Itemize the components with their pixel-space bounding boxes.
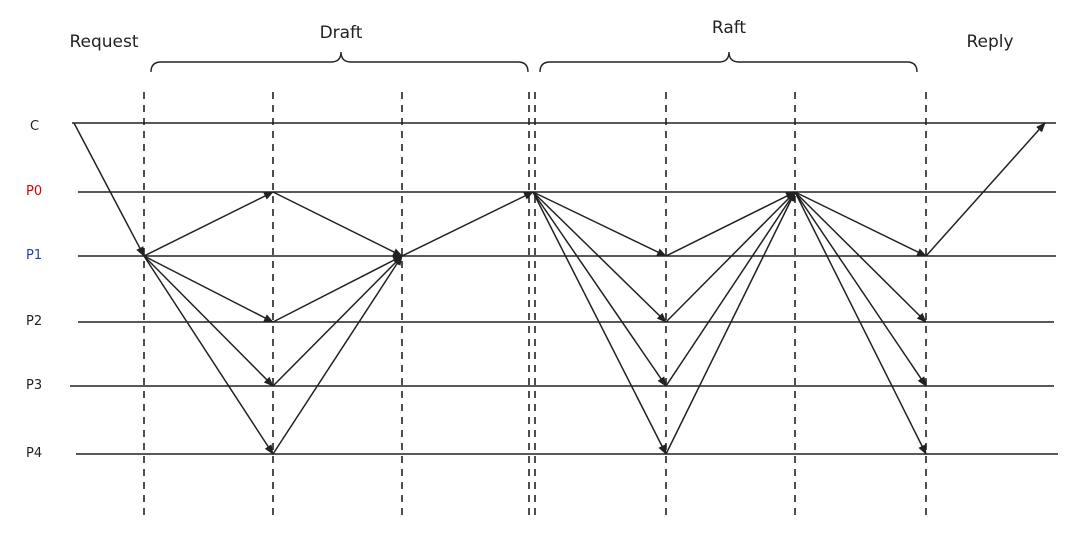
raft-brace bbox=[539, 51, 918, 73]
message-arrow-p0-to-p1-18 bbox=[794, 191, 927, 257]
phase-label-raft: Raft bbox=[712, 18, 747, 38]
message-arrows bbox=[73, 122, 1046, 455]
message-arrow-p0-to-p4-13 bbox=[532, 191, 667, 455]
message-arrow-p1-to-p4-4 bbox=[143, 255, 274, 455]
timelines bbox=[70, 122, 1058, 455]
message-arrow-p1-to-p0-1 bbox=[143, 191, 274, 257]
message-arrow-p4-to-p0-17 bbox=[665, 191, 796, 455]
phase-label-reply: Reply bbox=[966, 32, 1013, 52]
draft-brace bbox=[150, 51, 529, 73]
process-label-p4: P4 bbox=[26, 446, 42, 461]
phase-label-request: Request bbox=[69, 32, 138, 52]
message-arrow-p1-to-p0-14 bbox=[665, 191, 796, 257]
message-arrow-p2-to-p1-6 bbox=[272, 255, 403, 323]
message-arrow-p0-to-p3-12 bbox=[532, 191, 667, 387]
process-label-c: C bbox=[30, 119, 39, 134]
process-labels: C P0 P1 P2 P3 P4 bbox=[26, 119, 42, 461]
message-arrow-p1-to-p2-2 bbox=[143, 255, 274, 323]
message-arrow-p1-to-p3-3 bbox=[143, 255, 274, 387]
message-arrow-p2-to-p0-15 bbox=[665, 191, 796, 323]
message-arrow-p1-to-c-22 bbox=[925, 122, 1046, 257]
message-arrow-p0-to-p3-20 bbox=[794, 191, 927, 387]
message-arrow-p4-to-p1-8 bbox=[272, 255, 403, 455]
message-arrow-p0-to-p2-11 bbox=[532, 191, 667, 323]
process-label-p0: P0 bbox=[26, 184, 42, 199]
message-arrow-p3-to-p0-16 bbox=[665, 191, 796, 387]
process-label-p2: P2 bbox=[26, 314, 42, 329]
message-arrow-p0-to-p1-10 bbox=[532, 191, 667, 257]
process-label-p3: P3 bbox=[26, 378, 42, 393]
message-arrow-p0-to-p1-5 bbox=[272, 191, 403, 257]
phase-label-draft: Draft bbox=[320, 23, 363, 43]
process-label-p1: P1 bbox=[26, 248, 42, 263]
phase-separators bbox=[143, 92, 927, 520]
message-arrow-p3-to-p1-7 bbox=[272, 255, 403, 387]
message-arrow-c-to-p1-0 bbox=[73, 122, 145, 257]
message-arrow-p0-to-p2-19 bbox=[794, 191, 927, 323]
message-arrow-p1-to-p0-9 bbox=[401, 191, 534, 257]
message-arrow-p0-to-p4-21 bbox=[794, 191, 927, 455]
